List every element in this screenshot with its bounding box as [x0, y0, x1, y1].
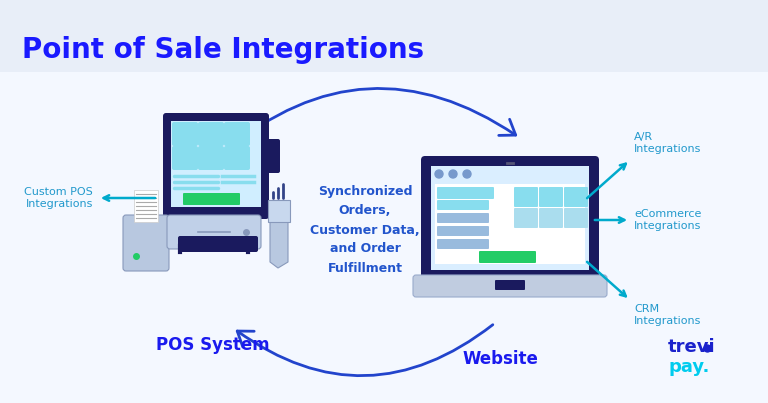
FancyBboxPatch shape — [198, 146, 224, 170]
FancyBboxPatch shape — [198, 122, 224, 146]
FancyBboxPatch shape — [435, 184, 585, 264]
Circle shape — [463, 170, 471, 178]
Text: eCommerce
Integrations: eCommerce Integrations — [634, 209, 701, 231]
FancyBboxPatch shape — [134, 190, 158, 222]
FancyBboxPatch shape — [264, 139, 280, 173]
FancyBboxPatch shape — [437, 226, 489, 236]
FancyBboxPatch shape — [564, 187, 588, 207]
Text: Website: Website — [462, 350, 538, 368]
Polygon shape — [270, 218, 288, 268]
Polygon shape — [200, 216, 236, 238]
FancyBboxPatch shape — [167, 215, 261, 249]
FancyBboxPatch shape — [163, 113, 269, 219]
FancyArrowPatch shape — [237, 325, 493, 376]
FancyBboxPatch shape — [539, 187, 563, 207]
Text: Custom POS
Integrations: Custom POS Integrations — [25, 187, 93, 209]
FancyBboxPatch shape — [564, 208, 588, 228]
Polygon shape — [268, 200, 290, 222]
Text: Synchronized
Orders,
Customer Data,
and Order
Fulfillment: Synchronized Orders, Customer Data, and … — [310, 185, 420, 274]
FancyBboxPatch shape — [0, 0, 768, 72]
Text: CRM
Integrations: CRM Integrations — [634, 304, 701, 326]
Text: POS System: POS System — [156, 336, 270, 354]
FancyBboxPatch shape — [183, 193, 240, 205]
FancyBboxPatch shape — [437, 239, 489, 249]
Text: A/R
Integrations: A/R Integrations — [634, 133, 701, 154]
FancyArrowPatch shape — [225, 88, 515, 151]
FancyBboxPatch shape — [172, 122, 198, 146]
Text: Point of Sale Integrations: Point of Sale Integrations — [22, 36, 424, 64]
FancyBboxPatch shape — [123, 215, 169, 271]
FancyBboxPatch shape — [431, 166, 589, 270]
FancyBboxPatch shape — [495, 280, 525, 290]
FancyBboxPatch shape — [224, 146, 250, 170]
FancyBboxPatch shape — [437, 187, 494, 199]
Text: trevi: trevi — [668, 338, 716, 356]
FancyBboxPatch shape — [437, 213, 489, 223]
Circle shape — [435, 170, 443, 178]
Circle shape — [449, 170, 457, 178]
FancyBboxPatch shape — [479, 251, 536, 263]
FancyBboxPatch shape — [539, 208, 563, 228]
FancyBboxPatch shape — [171, 121, 261, 207]
FancyBboxPatch shape — [514, 208, 538, 228]
FancyBboxPatch shape — [514, 187, 538, 207]
FancyBboxPatch shape — [224, 122, 250, 146]
FancyBboxPatch shape — [172, 146, 198, 170]
FancyBboxPatch shape — [178, 236, 258, 252]
Text: pay.: pay. — [668, 358, 710, 376]
FancyBboxPatch shape — [413, 275, 607, 297]
FancyBboxPatch shape — [437, 200, 489, 210]
FancyBboxPatch shape — [421, 156, 599, 282]
